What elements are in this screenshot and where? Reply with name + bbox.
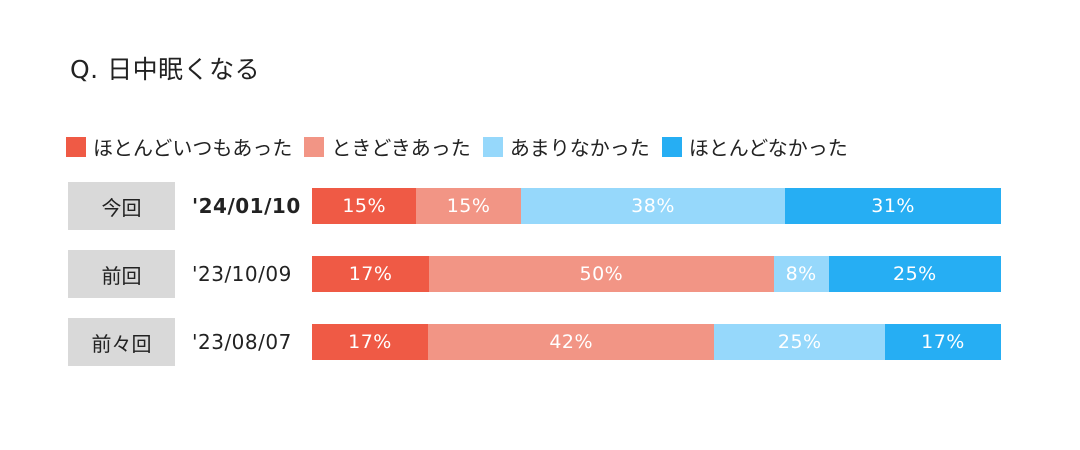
chart-row: 前々回 '23/08/07 17% 42% 25% 17%: [68, 318, 1008, 370]
legend-item: ほとんどなかった: [661, 132, 848, 161]
bar-segment: 25%: [828, 256, 1001, 292]
bar-segment: 15%: [312, 188, 417, 224]
legend-item: あまりなかった: [482, 132, 650, 161]
legend-item: ほとんどいつもあった: [66, 132, 292, 161]
chart-title: Q. 日中眠くなる: [70, 55, 261, 84]
bar-segment: 50%: [429, 256, 774, 292]
legend-label: ほとんどなかった: [688, 136, 848, 160]
legend-swatch: [661, 136, 682, 157]
legend-swatch: [66, 136, 86, 157]
stacked-bar: 17% 50% 8% 25%: [312, 256, 1001, 292]
bar-segment: 8%: [773, 256, 829, 292]
chart-row: 前回 '23/10/09 17% 50% 8% 25%: [68, 250, 1008, 302]
row-date: '23/08/07: [192, 330, 292, 354]
legend-swatch: [304, 136, 325, 157]
legend-item: ときどきあった: [304, 132, 471, 161]
bar-segment: 17%: [312, 324, 428, 360]
legend-label: ほとんどいつもあった: [93, 136, 293, 160]
bar-segment: 15%: [416, 188, 521, 224]
row-date: '23/10/09: [192, 262, 292, 286]
row-date: '24/01/10: [192, 194, 301, 218]
row-label: 前回: [68, 250, 175, 298]
legend: ほとんどいつもあった ときどきあった あまりなかった ほとんどなかった: [66, 132, 860, 161]
bar-segment: 38%: [520, 188, 786, 224]
bar-segment: 17%: [312, 256, 430, 292]
bar-segment: 42%: [427, 324, 715, 360]
legend-label: あまりなかった: [509, 136, 650, 160]
legend-swatch: [482, 136, 503, 157]
bar-segment: 17%: [885, 324, 1001, 360]
row-label: 前々回: [68, 318, 175, 366]
bar-segment: 25%: [714, 324, 885, 360]
legend-label: ときどきあった: [331, 136, 471, 160]
bar-segment: 31%: [785, 188, 1001, 224]
stacked-bar: 17% 42% 25% 17%: [312, 324, 1001, 360]
stacked-bar: 15% 15% 38% 31%: [312, 188, 1001, 224]
chart-row: 今回 '24/01/10 15% 15% 38% 31%: [68, 182, 1008, 234]
row-label: 今回: [68, 182, 175, 230]
